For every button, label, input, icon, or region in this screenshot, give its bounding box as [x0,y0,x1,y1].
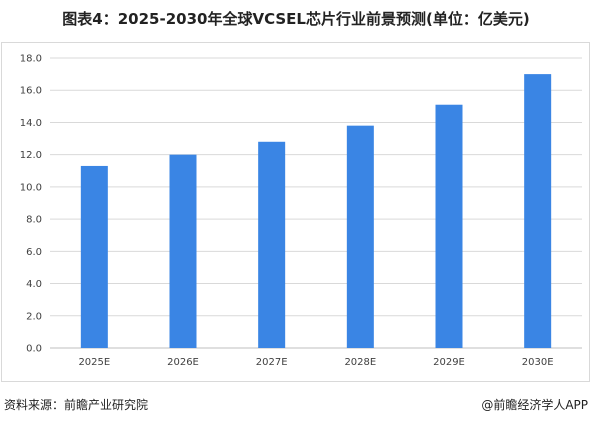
bar-chart: 0.0 2.0 4.0 6.0 8.0 10.0 12.0 14.0 16.0 18.0 2025… [20,54,582,368]
x-axis-ticks: 2025E 2026E 2027E 2028E 2029E 2030E [78,357,553,368]
y-tick-label: 2.0 [26,311,42,322]
bar-2025E [80,165,108,348]
y-tick-label: 14.0 [20,118,42,129]
bar-2027E [258,141,286,348]
bar-2026E [169,154,197,348]
chart-title: 图表4：2025-2030年全球VCSEL芯片行业前景预测(单位：亿美元) [62,10,530,28]
footer: 资料来源：前瞻产业研究院 @前瞻经济学人APP [0,392,592,416]
bar-2030E [524,74,552,348]
bar-2029E [435,104,463,348]
y-tick-label: 16.0 [20,86,42,97]
y-tick-label: 6.0 [26,247,42,258]
y-tick-label: 8.0 [26,215,42,226]
x-tick-label: 2029E [433,357,465,368]
source-note: 资料来源：前瞻产业研究院 [4,398,149,412]
x-tick-label: 2030E [522,357,554,368]
gridlines [50,57,582,349]
x-tick-label: 2025E [78,357,110,368]
y-tick-label: 10.0 [20,182,42,193]
y-tick-label: 18.0 [20,54,42,65]
y-tick-label: 4.0 [26,279,42,290]
bars [80,74,552,349]
x-tick-label: 2028E [344,357,376,368]
y-tick-label: 12.0 [20,150,42,161]
bar-2028E [346,125,374,349]
y-tick-label: 0.0 [26,344,42,355]
x-tick-label: 2026E [167,357,199,368]
brand-credit: @前瞻经济学人APP [481,398,588,412]
x-tick-label: 2027E [256,357,288,368]
y-axis-ticks: 0.0 2.0 4.0 6.0 8.0 10.0 12.0 14.0 16.0 18.0 [20,54,42,355]
